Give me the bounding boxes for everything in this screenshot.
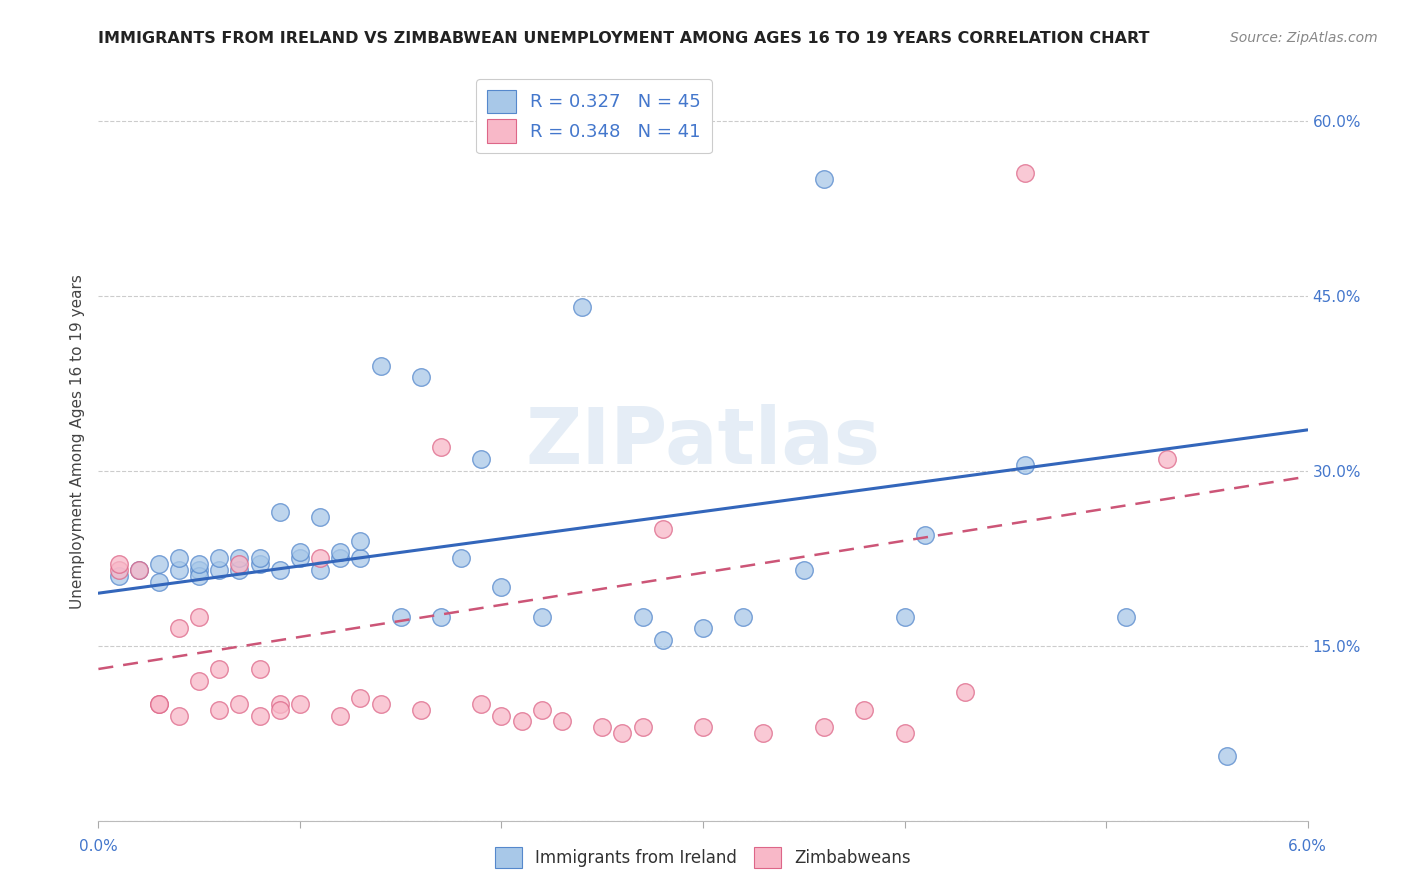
Point (692, 720, 714, 734)
Point (612, 726, 634, 740)
Text: Source: ZipAtlas.com: Source: ZipAtlas.com (1230, 31, 1378, 45)
Point (1014, 458, 1036, 472)
Point (953, 685, 976, 699)
Point (551, 714, 574, 729)
Point (167, 551, 190, 566)
Point (430, 609, 453, 624)
Point (329, 545, 352, 559)
Point (228, 551, 250, 566)
Text: 0.0%: 0.0% (79, 839, 118, 855)
Point (349, 533, 371, 548)
Point (491, 580, 513, 594)
Point (188, 609, 211, 624)
Text: IMMIGRANTS FROM IRELAND VS ZIMBABWEAN UNEMPLOYMENT AMONG AGES 16 TO 19 YEARS COR: IMMIGRANTS FROM IRELAND VS ZIMBABWEAN UN… (98, 31, 1150, 46)
Point (914, 528, 936, 542)
Point (329, 708, 352, 723)
Point (591, 720, 613, 734)
Point (571, 301, 593, 315)
Legend: R = 0.327   N = 45, R = 0.348   N = 41: R = 0.327 N = 45, R = 0.348 N = 41 (477, 79, 711, 153)
Point (188, 673, 211, 688)
Point (893, 726, 915, 740)
Point (208, 703, 231, 717)
Point (188, 568, 211, 582)
Point (1115, 609, 1137, 624)
Point (208, 662, 231, 676)
Point (510, 714, 533, 729)
Point (269, 703, 291, 717)
Point (651, 522, 673, 536)
Point (309, 510, 332, 524)
Point (470, 697, 492, 711)
Point (107, 557, 129, 571)
Point (107, 563, 129, 577)
Point (893, 609, 915, 624)
Point (208, 551, 231, 566)
Point (128, 563, 150, 577)
Point (329, 551, 352, 566)
Point (430, 441, 453, 455)
Point (269, 697, 291, 711)
Point (370, 359, 392, 373)
Point (752, 726, 775, 740)
Point (167, 621, 190, 635)
Point (389, 609, 412, 624)
Legend: Immigrants from Ireland, Zimbabweans: Immigrants from Ireland, Zimbabweans (489, 840, 917, 875)
Point (288, 545, 311, 559)
Point (530, 609, 553, 624)
Point (349, 551, 371, 566)
Point (228, 557, 250, 571)
Point (813, 720, 835, 734)
Point (148, 697, 170, 711)
Point (692, 621, 714, 635)
Point (733, 609, 755, 624)
Point (148, 697, 170, 711)
Point (228, 563, 250, 577)
Point (309, 551, 332, 566)
Point (107, 568, 129, 582)
Point (813, 172, 835, 186)
Point (530, 703, 553, 717)
Point (148, 574, 170, 589)
Point (249, 551, 271, 566)
Point (793, 563, 815, 577)
Y-axis label: Unemployment Among Ages 16 to 19 years: Unemployment Among Ages 16 to 19 years (69, 274, 84, 609)
Point (288, 551, 311, 566)
Point (167, 563, 190, 577)
Point (1216, 749, 1239, 764)
Point (349, 691, 371, 706)
Point (228, 697, 250, 711)
Point (249, 662, 271, 676)
Point (249, 708, 271, 723)
Point (409, 703, 432, 717)
Point (631, 720, 654, 734)
Point (188, 563, 211, 577)
Point (208, 563, 231, 577)
Point (1014, 166, 1036, 180)
Point (249, 557, 271, 571)
Point (631, 609, 654, 624)
Point (491, 708, 513, 723)
Point (128, 563, 150, 577)
Point (309, 563, 332, 577)
Point (1156, 452, 1178, 467)
Point (269, 504, 291, 518)
Point (288, 697, 311, 711)
Text: 6.0%: 6.0% (1288, 839, 1327, 855)
Point (470, 452, 492, 467)
Point (409, 370, 432, 384)
Point (651, 632, 673, 647)
Point (167, 708, 190, 723)
Point (148, 557, 170, 571)
Point (370, 697, 392, 711)
Point (269, 563, 291, 577)
Point (450, 551, 472, 566)
Point (188, 557, 211, 571)
Point (853, 703, 876, 717)
Text: ZIPatlas: ZIPatlas (526, 403, 880, 480)
